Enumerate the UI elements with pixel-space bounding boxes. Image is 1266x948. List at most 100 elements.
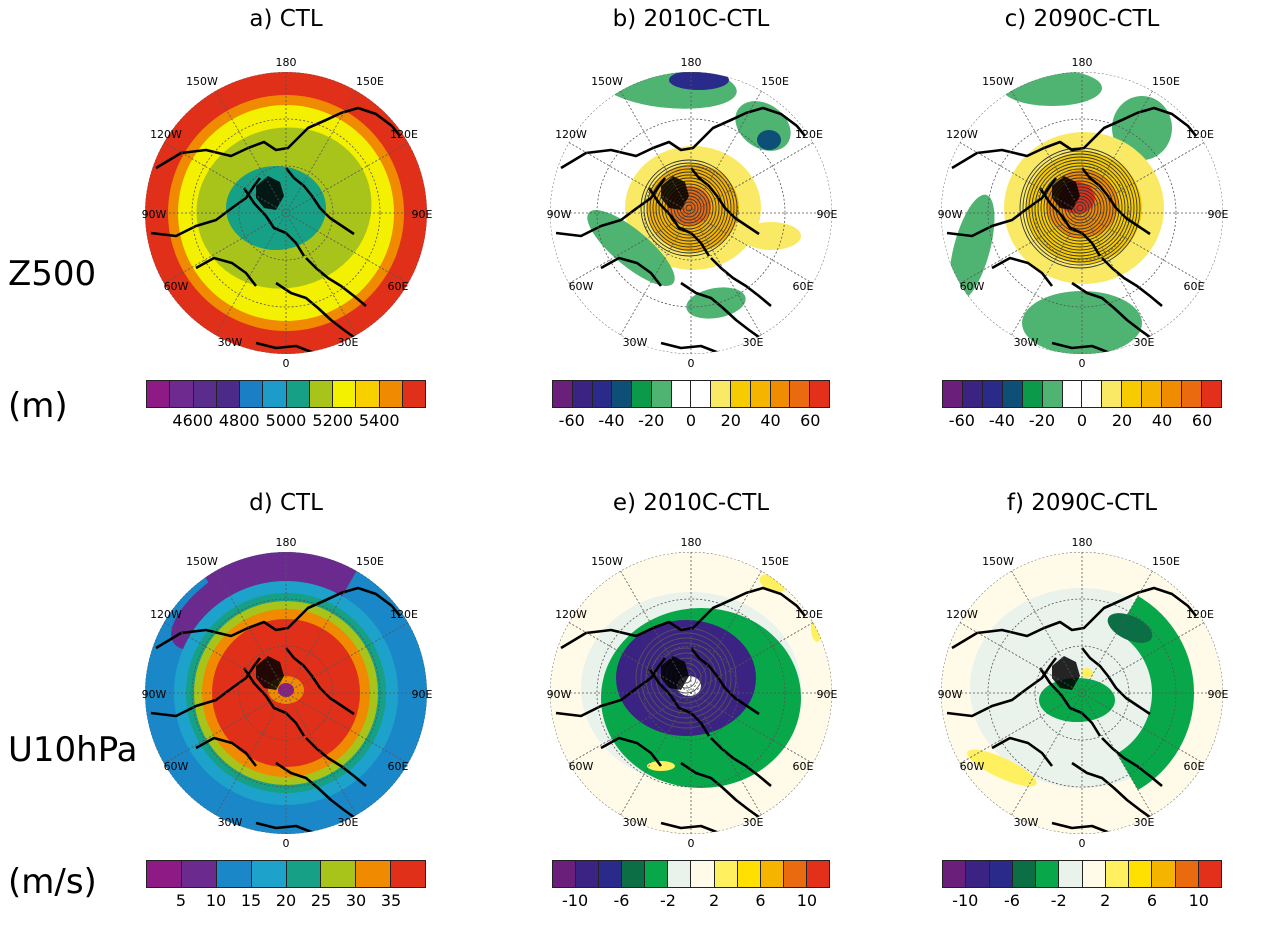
longitude-label: 90W — [938, 688, 963, 701]
coastline — [305, 257, 367, 307]
greenland-landmass — [1052, 176, 1080, 210]
longitude-label: 150E — [356, 555, 384, 568]
coastline — [284, 647, 355, 716]
coastline — [195, 256, 258, 287]
polar-map-e: 180 0 150W 120W 90W 60W 30W 150E 120E 90E 60E 30E — [547, 538, 838, 848]
colorbar-cell — [668, 861, 692, 887]
colorbar-cell — [170, 381, 194, 407]
coastline — [946, 177, 1058, 238]
contour-line — [1076, 204, 1084, 212]
longitude-label: 60E — [1184, 760, 1205, 773]
coastline — [560, 586, 807, 650]
longitude-label: 180 — [276, 58, 297, 69]
panel-e-title: e) 2010C-CTL — [612, 490, 770, 516]
colorbar-cell — [553, 861, 577, 887]
colorbar-ticks: -10 -6 -2 2 6 10 — [942, 888, 1222, 910]
colorbar-cell — [691, 861, 715, 887]
panel-f-title: f) 2090C-CTL — [1006, 490, 1158, 516]
field-neg-right-core — [757, 130, 781, 150]
longitude-label: 120W — [150, 128, 182, 141]
longitude-label: 30E — [338, 336, 359, 349]
latitude-circle — [191, 598, 381, 788]
contour-line — [1046, 174, 1114, 242]
map-field-layer — [145, 552, 427, 834]
contour-line — [682, 201, 696, 215]
longitude-label: 30W — [623, 336, 648, 349]
meridian-line — [215, 570, 357, 816]
colorbar-cells — [552, 860, 830, 888]
longitude-label: 120E — [390, 608, 418, 621]
colorbar-cell — [402, 381, 425, 407]
colorbar-cell — [714, 861, 738, 887]
colorbar-cell — [632, 381, 652, 407]
colorbar-tick-label: 2 — [1100, 891, 1111, 910]
longitude-label: 30E — [743, 816, 764, 829]
colorbar-cell — [309, 381, 333, 407]
field-neg-core — [669, 72, 729, 90]
coastline — [660, 341, 738, 354]
longitude-label: 30E — [1134, 336, 1155, 349]
colorbar-cell — [760, 861, 784, 887]
colorbar-tick-label: 5 — [175, 891, 187, 910]
longitude-label: 120W — [555, 608, 587, 621]
colorbar-cell — [1152, 861, 1176, 887]
coastline — [946, 657, 1058, 718]
colorbar-cell — [263, 381, 287, 407]
colorbar-cell — [1201, 381, 1221, 407]
longitude-label: 30W — [1014, 336, 1039, 349]
coastline — [255, 341, 333, 354]
longitude-label: 0 — [1079, 837, 1086, 848]
field-darkgreen — [1107, 613, 1153, 643]
colorbar-cell — [1198, 861, 1221, 887]
longitude-label: 150W — [591, 555, 623, 568]
colorbar-cell — [783, 861, 807, 887]
meridian-line — [620, 90, 762, 336]
colorbar-tick-label: -10 — [952, 891, 979, 910]
coastline — [1101, 257, 1163, 307]
latitude-circle — [987, 118, 1177, 308]
longitude-label: 30W — [218, 816, 243, 829]
coastline — [689, 647, 760, 716]
coastline — [555, 177, 667, 238]
longitude-label: 150E — [1152, 555, 1180, 568]
coastline — [951, 106, 1198, 170]
colorbar-cell — [770, 381, 791, 407]
longitude-label: 30W — [1014, 816, 1039, 829]
colorbar-cell — [989, 861, 1013, 887]
coastline — [242, 667, 306, 737]
longitude-label: 120W — [946, 128, 978, 141]
colorbar-cell — [1142, 381, 1163, 407]
longitude-label: 150E — [761, 75, 789, 88]
colorbar-z500-diff-2090: -60 -40 -20 0 20 40 60 — [942, 380, 1222, 430]
row-label-u10-line1: U10hPa — [8, 730, 138, 770]
longitude-label: 0 — [688, 837, 695, 848]
colorbar-cell — [622, 861, 646, 887]
longitude-label: 0 — [688, 357, 695, 368]
longitude-label: 120E — [795, 128, 823, 141]
colorbar-tick-label: 5200 — [312, 411, 354, 430]
panel-a-title: a) CTL — [249, 6, 323, 32]
colorbar-ticks: 5 10 15 20 25 30 35 — [146, 888, 426, 910]
longitude-label: 30E — [1134, 816, 1155, 829]
colorbar-cell — [982, 381, 1003, 407]
colorbar-tick-label: -6 — [1004, 891, 1020, 910]
longitude-label: 150E — [761, 555, 789, 568]
colorbar-cell — [1102, 381, 1123, 407]
longitude-label: 120W — [946, 608, 978, 621]
colorbar-cell — [737, 861, 761, 887]
row-label-z500: Z500 (m) — [8, 164, 96, 472]
colorbar-cell — [1182, 381, 1202, 407]
contour-line — [649, 168, 729, 248]
colorbar-cells — [942, 860, 1222, 888]
meridian-line — [215, 90, 357, 336]
colorbar-tick-label: 10 — [205, 891, 227, 910]
contour-line — [640, 159, 738, 257]
panel-c-title: c) 2090C-CTL — [1004, 6, 1160, 32]
colorbar-cell — [147, 861, 182, 887]
longitude-label: 90E — [1208, 208, 1229, 221]
longitude-label: 120E — [1186, 128, 1214, 141]
colorbar-tick-label: 10 — [1188, 891, 1209, 910]
colorbar-cell — [943, 381, 963, 407]
longitude-label: 90E — [817, 208, 838, 221]
coastline — [275, 281, 359, 342]
